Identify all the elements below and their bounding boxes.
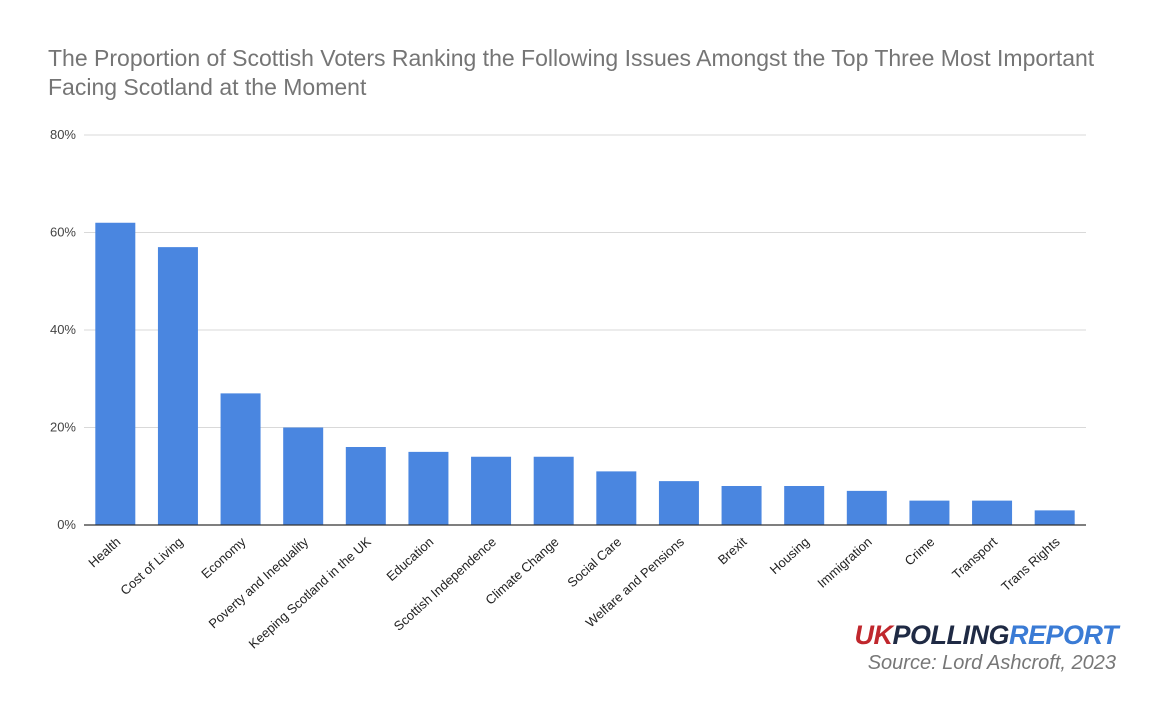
bar-crime [909,500,950,525]
y-tick-label: 0% [57,517,76,532]
x-tick-label: Social Care [564,534,624,590]
x-tick-label: Economy [198,534,249,582]
gridlines [84,134,1086,428]
bar-brexit [721,486,762,525]
y-axis-ticks: 0% 20% 40% 60% 80% [50,127,76,532]
bar-economy [220,393,261,525]
bar-welfare-and-pensions [658,481,699,525]
x-tick-label: Keeping Scotland in the UK [246,534,374,652]
x-tick-label: Housing [767,534,812,577]
x-tick-label: Immigration [814,534,875,591]
x-tick-label: Scottish Independence [391,534,499,634]
bar-trans-rights [1034,510,1075,525]
y-tick-label: 20% [50,420,76,435]
bar-social-care [596,471,637,525]
x-tick-label: Education [383,534,436,584]
x-tick-label: Crime [902,534,938,568]
y-tick-label: 40% [50,322,76,337]
bar-climate-change [533,456,574,525]
ukpollingreport-logo: UKPOLLINGREPORT [854,620,1118,650]
bar-cost-of-living [157,247,198,525]
x-tick-label: Transport [949,534,1000,582]
bar-scottish-independence [471,456,512,525]
x-tick-label: Brexit [715,534,750,568]
y-tick-label: 80% [50,127,76,142]
bar-transport [972,500,1013,525]
x-tick-label: Health [85,534,123,570]
bar-keeping-scotland-in-the-uk [345,447,386,525]
bar-housing [784,486,825,525]
bar-poverty-and-inequality [283,427,324,525]
x-tick-label: Trans Rights [998,534,1063,594]
x-tick-label: Cost of Living [117,534,186,598]
y-tick-label: 60% [50,225,76,240]
bar-immigration [846,490,887,525]
bar-health [95,222,136,525]
bar-education [408,451,449,525]
bars [95,222,1075,525]
chart-title: The Proportion of Scottish Voters Rankin… [48,45,1095,100]
source-note: Source: Lord Ashcroft, 2023 [867,652,1116,674]
